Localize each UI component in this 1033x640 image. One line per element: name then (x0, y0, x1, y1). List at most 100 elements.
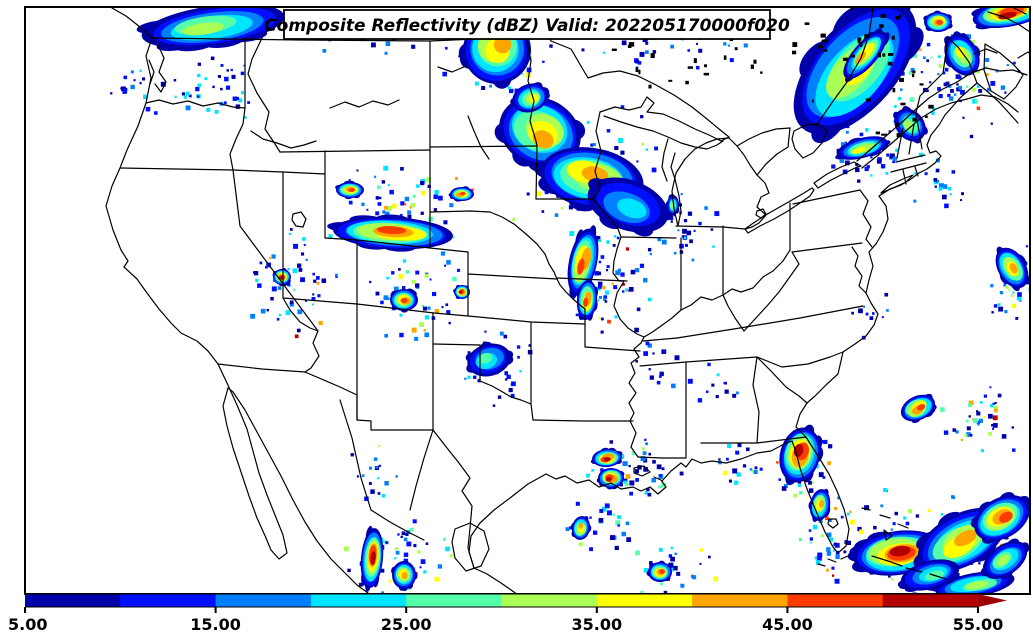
radar-speck (640, 114, 644, 119)
lake-dot (818, 44, 823, 49)
radar-speck (892, 156, 898, 161)
radar-speck (622, 283, 625, 286)
radar-speck (923, 56, 926, 60)
radar-speck (312, 303, 315, 306)
map-border (674, 178, 682, 227)
lake-dot-field (791, 8, 924, 103)
radar-speck (934, 185, 937, 188)
colorbar-segment (406, 594, 502, 607)
radar-speck (908, 71, 913, 75)
radar-speck (888, 130, 891, 133)
radar-speck (130, 70, 134, 74)
radar-speck (224, 76, 229, 82)
radar-speck (976, 410, 979, 413)
radar-speck (621, 40, 627, 46)
radar-speck (270, 296, 274, 301)
radar-speck (356, 169, 359, 172)
radar-speck (870, 156, 873, 159)
radar-speck (383, 165, 389, 171)
radar-speck (123, 86, 126, 90)
radar-speck (808, 488, 814, 493)
radar-speck (682, 228, 687, 234)
radar-speck (955, 572, 960, 578)
radar-speck (778, 478, 781, 481)
map-border (620, 236, 677, 239)
radar-speck (759, 467, 763, 471)
radar-speck (617, 268, 621, 272)
radar-speck (377, 202, 382, 206)
radar-speck (818, 472, 824, 478)
map-border (544, 253, 586, 310)
radar-speck (581, 48, 585, 52)
radar-speck (569, 526, 573, 530)
radar-speck (592, 530, 598, 535)
radar-speck (407, 210, 412, 215)
radar-speck (844, 160, 850, 166)
lake-dot (865, 98, 871, 102)
radar-speck (369, 280, 372, 284)
radar-speck (660, 582, 663, 586)
radar-speck (727, 443, 732, 449)
radar-speck (966, 432, 971, 437)
lake-dot (791, 50, 797, 55)
map-border (743, 251, 800, 332)
map-border (897, 523, 909, 529)
radar-speck (863, 305, 866, 308)
radar-speck (384, 205, 388, 210)
radar-speck (659, 474, 662, 477)
radar-speck (391, 203, 397, 209)
radar-speck (907, 509, 913, 514)
radar-speck (411, 327, 417, 333)
radar-speck (624, 482, 629, 487)
radar-speck (812, 481, 815, 484)
radar-speck (724, 389, 729, 394)
radar-speck (725, 457, 729, 461)
radar-speck (375, 211, 380, 216)
lake-dot (693, 58, 697, 64)
radar-speck (446, 260, 451, 265)
radar-speck (837, 496, 840, 500)
radar-speck (944, 67, 949, 72)
radar-speck (385, 541, 389, 545)
map-border (613, 280, 645, 458)
map-border (806, 351, 844, 404)
radar-speck (413, 567, 416, 570)
radar-speck (145, 106, 151, 112)
radar-speck (822, 476, 826, 479)
lake-dot (750, 64, 754, 69)
radar-speck (361, 202, 365, 206)
radar-speck (606, 510, 612, 516)
map-border (747, 189, 815, 234)
radar-speck (598, 317, 601, 320)
radar-speck (643, 467, 648, 472)
radar-speck (287, 267, 290, 271)
radar-speck (260, 308, 266, 314)
radar-speck (812, 524, 818, 530)
radar-speck (286, 282, 291, 287)
radar-speck (636, 160, 639, 163)
lake-dot (842, 57, 849, 62)
radar-speck (602, 51, 606, 54)
radar-speck (268, 257, 272, 260)
radar-speck (375, 196, 380, 200)
radar-speck (619, 483, 623, 487)
radar-echo-core (889, 545, 911, 557)
radar-speck (933, 179, 939, 185)
map-border (817, 563, 826, 567)
colorbar-segment (120, 594, 217, 607)
map-border (229, 107, 246, 171)
map-border (956, 67, 1028, 83)
radar-speck (225, 85, 231, 90)
radar-speck (343, 546, 349, 552)
radar-speck (842, 169, 848, 175)
radar-speck (421, 304, 425, 308)
radar-speck-field (110, 69, 151, 112)
radar-speck (600, 255, 605, 259)
radar-speck (984, 65, 988, 69)
map-border (805, 436, 850, 554)
map-border (744, 228, 749, 234)
radar-speck (210, 56, 215, 61)
radar-speck (670, 44, 675, 49)
radar-speck (197, 73, 201, 78)
radar-speck (586, 120, 590, 124)
